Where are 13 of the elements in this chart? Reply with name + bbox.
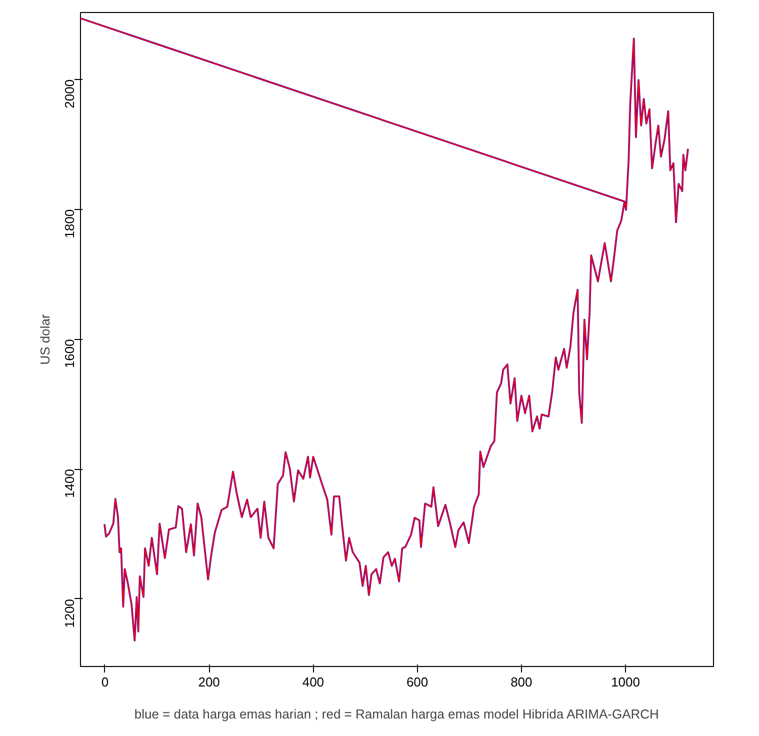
y-tick-label: 1400 xyxy=(62,469,77,498)
x-tick-label: 200 xyxy=(198,674,220,690)
x-tick-label: 600 xyxy=(406,674,428,690)
x-tick-label: 0 xyxy=(101,674,109,690)
x-tick-label: 800 xyxy=(510,674,532,690)
y-tick-label: 1800 xyxy=(62,209,77,238)
y-tick-label: 1600 xyxy=(62,339,77,368)
y-axis-title: US dolar xyxy=(38,314,52,365)
x-tick-label: 1000 xyxy=(611,674,640,690)
y-tick-label: 1200 xyxy=(62,598,77,628)
x-tick-label: 400 xyxy=(302,674,324,690)
y-tick-label: 2000 xyxy=(62,79,77,108)
text: blue = data harga emas harian ; red = Ramalan harga emas model Hibrida ARIMA-GARCH xyxy=(134,706,659,722)
